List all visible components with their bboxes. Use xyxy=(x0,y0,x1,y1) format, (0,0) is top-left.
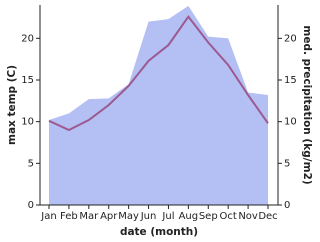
y-tick-label: 15 xyxy=(21,75,34,86)
x-tick-label: Nov xyxy=(238,211,258,222)
y-tick-label: 0 xyxy=(28,200,34,211)
y2-tick-label: 0 xyxy=(284,200,290,211)
temperature-line xyxy=(48,14,269,132)
y-axis-label: max temp (C) xyxy=(6,65,18,145)
y2-tick-label: 10 xyxy=(284,117,297,128)
x-tick-label: May xyxy=(118,211,139,222)
precipitation-area xyxy=(49,5,268,206)
x-axis-label: date (month) xyxy=(120,226,198,238)
x-tick-label: Jan xyxy=(40,211,56,222)
y2-tick-label: 15 xyxy=(284,75,297,86)
x-tick-label: Dec xyxy=(258,211,277,222)
y-tick-label: 20 xyxy=(21,33,34,44)
x-tick-label: Apr xyxy=(100,211,118,222)
y-tick-label: 10 xyxy=(21,117,34,128)
y2-tick-label: 20 xyxy=(284,33,297,44)
x-tick-label: Mar xyxy=(79,211,99,222)
x-tick-label: Sep xyxy=(199,211,218,222)
y-tick-label: 5 xyxy=(28,158,34,169)
x-tick-label: Jul xyxy=(161,211,174,222)
y2-tick-label: 5 xyxy=(284,158,290,169)
x-tick-label: Aug xyxy=(179,211,199,222)
x-tick-label: Feb xyxy=(60,211,78,222)
x-tick-label: Jun xyxy=(140,211,157,222)
y2-axis-label: med. precipitation (kg/m2) xyxy=(301,25,313,184)
x-tick-label: Oct xyxy=(220,211,237,222)
